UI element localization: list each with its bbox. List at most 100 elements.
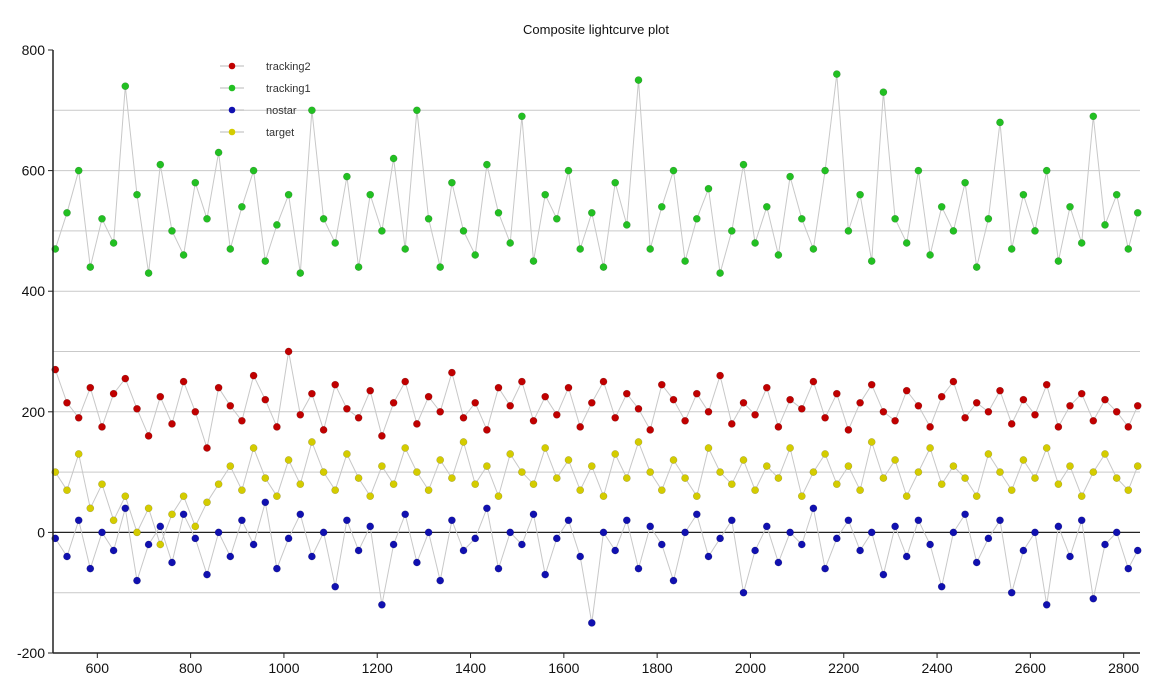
connector-lines <box>54 74 1139 623</box>
data-point-tracking1 <box>366 190 375 199</box>
data-point-target <box>378 462 386 470</box>
data-point-tracking2 <box>576 423 585 431</box>
data-point-target <box>1124 486 1133 495</box>
data-point-target <box>518 468 526 476</box>
data-point-tracking2 <box>727 420 736 428</box>
data-point-nostar <box>1042 600 1051 609</box>
data-point-tracking1 <box>296 269 305 277</box>
data-point-nostar <box>296 510 305 519</box>
data-point-nostar <box>366 522 375 531</box>
data-point-nostar <box>1089 594 1098 603</box>
data-point-tracking2 <box>611 413 620 422</box>
data-point-nostar <box>867 528 876 537</box>
data-point-tracking2 <box>949 377 958 386</box>
data-point-tracking1 <box>576 245 585 253</box>
data-point-target <box>902 492 911 501</box>
data-point-tracking1 <box>168 227 176 235</box>
data-point-target <box>214 480 223 489</box>
data-point-nostar <box>634 564 643 573</box>
data-point-target <box>226 462 235 470</box>
data-point-tracking1 <box>716 269 724 277</box>
data-point-nostar <box>564 516 573 525</box>
data-point-target <box>238 486 246 495</box>
data-point-tracking1 <box>401 245 410 253</box>
data-point-nostar <box>996 516 1004 525</box>
data-point-tracking1 <box>552 214 561 223</box>
data-point-nostar <box>226 552 235 561</box>
data-point-tracking1 <box>937 202 946 211</box>
data-point-target <box>471 480 480 489</box>
data-point-nostar <box>191 534 200 543</box>
data-point-tracking2 <box>389 398 398 407</box>
data-point-tracking1 <box>506 239 515 247</box>
data-point-tracking2 <box>191 407 200 416</box>
data-point-nostar <box>774 558 783 567</box>
data-point-target <box>739 456 748 464</box>
data-point-target <box>867 438 876 446</box>
data-point-nostar <box>541 570 550 579</box>
data-point-tracking2 <box>832 389 841 398</box>
data-point-target <box>1112 474 1121 482</box>
data-point-nostar <box>809 504 818 513</box>
data-point-tracking1 <box>821 166 829 175</box>
data-point-target <box>389 480 398 489</box>
data-point-nostar <box>424 528 433 537</box>
data-point-tracking2 <box>74 413 83 422</box>
data-point-nostar <box>401 510 410 519</box>
data-point-tracking1 <box>494 208 503 217</box>
data-point-tracking1 <box>902 239 911 247</box>
data-point-tracking2 <box>308 389 316 398</box>
data-point-nostar <box>436 576 445 585</box>
data-point-target <box>366 492 375 501</box>
data-point-target <box>856 486 864 495</box>
data-point-target <box>681 474 689 482</box>
x-tick-label: 1600 <box>548 660 579 676</box>
data-point-target <box>98 480 106 489</box>
data-point-tracking1 <box>483 160 491 169</box>
data-point-tracking2 <box>459 413 468 422</box>
data-point-target <box>144 504 153 513</box>
data-point-target <box>494 492 503 501</box>
data-point-tracking2 <box>1089 416 1098 425</box>
data-point-tracking1 <box>867 257 876 265</box>
data-point-tracking2 <box>914 401 923 410</box>
data-point-nostar <box>343 516 351 525</box>
data-point-nostar <box>587 619 596 627</box>
data-point-nostar <box>471 534 480 543</box>
data-point-tracking1 <box>1054 257 1063 265</box>
data-point-tracking2 <box>1124 423 1133 431</box>
data-point-tracking1 <box>424 214 433 223</box>
data-point-tracking2 <box>86 383 95 392</box>
data-point-tracking2 <box>284 347 293 356</box>
data-point-tracking2 <box>483 426 491 434</box>
data-point-tracking2 <box>494 383 503 392</box>
data-point-tracking2 <box>168 420 176 428</box>
data-point-target <box>821 450 829 458</box>
data-point-nostar <box>821 564 829 573</box>
data-point-tracking1 <box>634 76 643 84</box>
legend-label-nostar: nostar <box>266 105 297 117</box>
legend-marker-tracking1 <box>228 84 236 92</box>
data-point-nostar <box>1007 588 1016 597</box>
data-point-nostar <box>249 540 258 549</box>
data-point-tracking1 <box>156 160 165 169</box>
data-point-tracking2 <box>226 401 235 410</box>
data-point-tracking1 <box>739 160 748 169</box>
data-point-tracking2 <box>529 416 538 425</box>
data-point-nostar <box>786 528 794 537</box>
data-point-tracking1 <box>891 214 899 223</box>
data-point-tracking2 <box>1077 389 1086 398</box>
y-tick-label: 200 <box>22 404 46 420</box>
data-point-target <box>1031 474 1039 482</box>
data-point-tracking2 <box>471 398 480 407</box>
data-point-target <box>541 444 550 452</box>
data-point-nostar <box>203 570 211 579</box>
data-point-tracking2 <box>996 386 1004 395</box>
series-line-target <box>54 440 1139 546</box>
data-point-nostar <box>63 552 71 561</box>
data-point-tracking1 <box>1066 202 1074 211</box>
data-point-tracking1 <box>774 251 783 259</box>
data-point-nostar <box>657 540 666 549</box>
data-point-tracking2 <box>214 383 223 392</box>
data-point-target <box>191 522 200 531</box>
